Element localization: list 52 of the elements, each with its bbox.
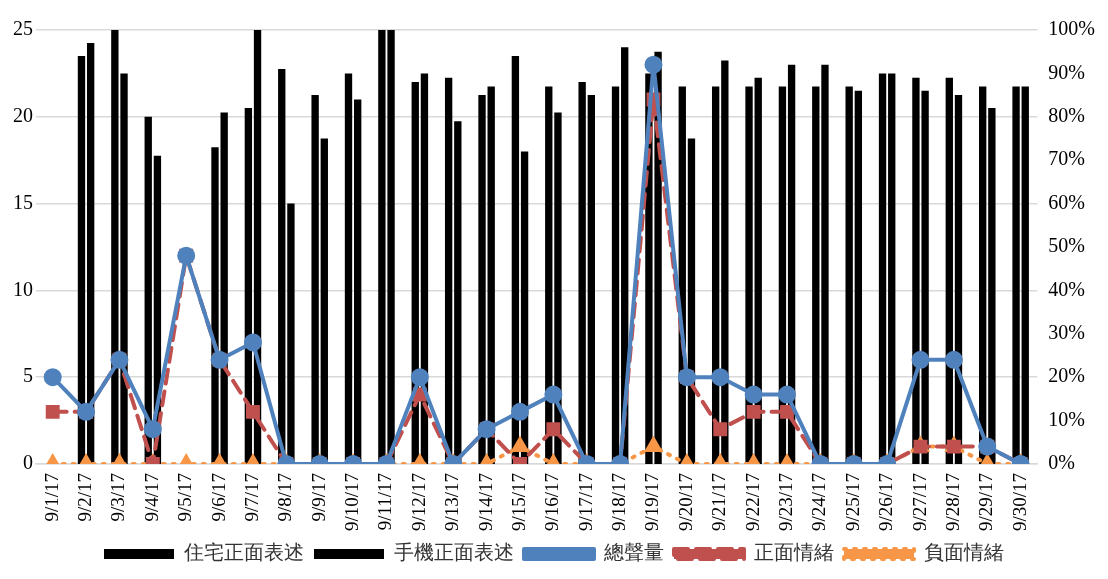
x-tick-label: 9/11/17 [374, 472, 396, 531]
x-tick-label: 9/14/17 [474, 472, 496, 531]
x-tick-label: 9/25/17 [841, 472, 863, 531]
y-tick-label: 10 [13, 277, 33, 300]
y2-tick-label: 30% [1048, 321, 1086, 344]
x-tick-label: 9/6/17 [207, 472, 229, 522]
x-tick-label: 9/17/17 [574, 472, 596, 531]
x-tick-label: 9/12/17 [407, 472, 429, 531]
x-tick-label: 9/4/17 [140, 472, 162, 522]
x-tick-label: 9/20/17 [674, 472, 696, 531]
x-tick-label: 9/2/17 [74, 472, 96, 522]
x-tick-label: 9/8/17 [274, 472, 296, 522]
x-tick-label: 9/29/17 [975, 472, 997, 531]
y2-tick-label: 40% [1048, 277, 1086, 300]
x-tick-label: 9/18/17 [608, 472, 630, 531]
legend-label: 住宅正面表述 [183, 541, 304, 564]
x-tick-label: 9/15/17 [507, 472, 529, 531]
x-tick-label: 9/27/17 [908, 472, 930, 531]
legend-label: 正面情緒 [754, 541, 834, 564]
x-tick-label: 9/22/17 [741, 472, 763, 531]
y-tick-label: 25 [13, 17, 33, 40]
y2-tick-label: 10% [1048, 407, 1086, 430]
x-tick-label: 9/16/17 [541, 472, 563, 531]
x-tick-label: 9/23/17 [774, 472, 796, 531]
y2-tick-label: 60% [1048, 190, 1086, 213]
x-tick-label: 9/3/17 [107, 472, 129, 522]
y-tick-label: 5 [23, 364, 33, 387]
legend-label: 總聲量 [603, 541, 664, 564]
y-tick-label: 20 [13, 104, 33, 127]
x-tick-label: 9/21/17 [708, 472, 730, 531]
y-tick-label: 0 [23, 451, 33, 474]
y2-tick-label: 80% [1048, 104, 1086, 127]
x-tick-label: 9/26/17 [875, 472, 897, 531]
x-tick-label: 9/13/17 [441, 472, 463, 531]
x-tick-label: 9/10/17 [341, 472, 363, 531]
x-tick-label: 9/19/17 [641, 472, 663, 531]
y2-tick-label: 100% [1048, 17, 1096, 40]
y2-tick-label: 70% [1048, 147, 1086, 170]
x-tick-label: 9/9/17 [307, 472, 329, 522]
y2-tick-label: 0% [1048, 451, 1076, 474]
y2-tick-label: 20% [1048, 364, 1086, 387]
x-tick-label: 9/5/17 [174, 472, 196, 522]
x-tick-label: 9/30/17 [1008, 472, 1030, 531]
x-tick-label: 9/28/17 [941, 472, 963, 531]
x-tick-label: 9/1/17 [40, 472, 62, 522]
y2-tick-label: 90% [1048, 60, 1086, 83]
x-tick-label: 9/24/17 [808, 472, 830, 531]
legend-label: 負面情緒 [924, 541, 1004, 564]
y-tick-label: 15 [13, 190, 33, 213]
x-tick-label: 9/7/17 [240, 472, 262, 522]
y2-tick-label: 50% [1048, 234, 1086, 257]
legend-label: 手機正面表述 [394, 541, 514, 564]
